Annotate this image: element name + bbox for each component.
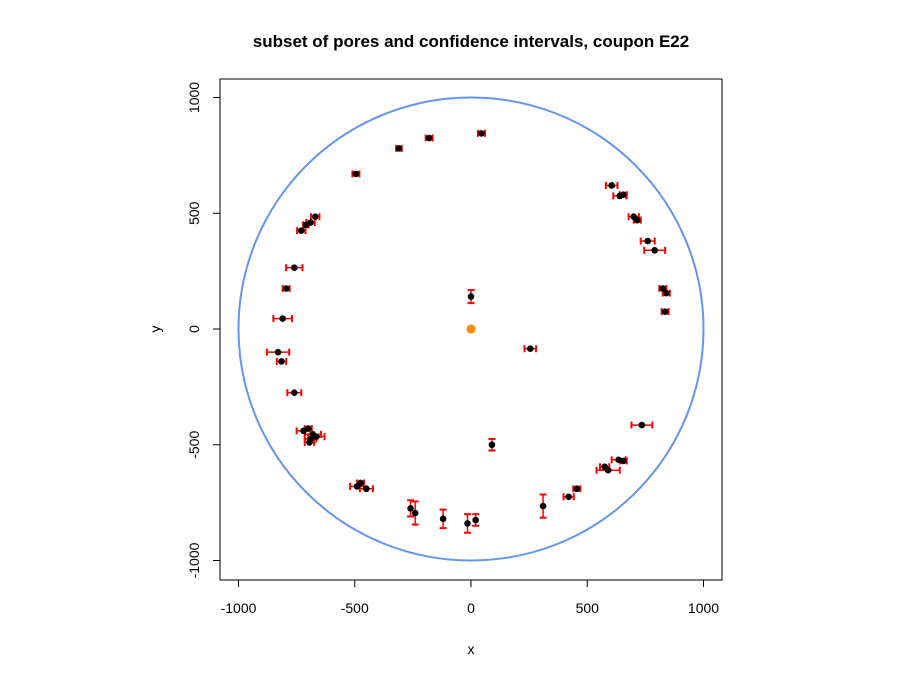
data-point — [472, 516, 479, 524]
data-point — [352, 170, 360, 178]
x-tick-label: -500 — [341, 600, 369, 616]
data-point — [357, 479, 364, 487]
data-point — [282, 285, 290, 292]
data-point — [644, 237, 651, 245]
data-point — [663, 289, 670, 297]
data-point — [604, 466, 612, 474]
data-point — [638, 421, 646, 429]
x-tick-label: 0 — [467, 600, 475, 616]
data-point — [478, 130, 485, 137]
x-tick-label: 1000 — [688, 600, 719, 616]
data-point — [467, 293, 475, 300]
data-point — [311, 213, 319, 221]
data-point — [439, 515, 447, 523]
data-point — [619, 457, 627, 465]
data-point — [278, 358, 285, 365]
data-point — [539, 502, 547, 510]
data-point — [411, 509, 419, 517]
axes: -1000 -500 0 500 1000 -1000 -500 0 500 1000 — [186, 82, 719, 616]
data-point — [291, 389, 298, 396]
data-point — [363, 485, 370, 493]
data-point — [464, 520, 471, 527]
data-point — [291, 264, 298, 271]
data-point — [633, 216, 641, 224]
data-marks — [237, 96, 705, 562]
data-point — [274, 348, 282, 356]
boundary-circle — [237, 96, 705, 562]
chart-title: subset of pores and confidence intervals… — [253, 32, 689, 51]
data-point — [488, 441, 496, 449]
y-tick-label: 0 — [186, 325, 202, 333]
data-point — [407, 505, 414, 512]
data-point — [425, 134, 433, 142]
x-tick-label: 500 — [576, 600, 600, 616]
data-point — [395, 145, 403, 152]
x-axis-label: x — [468, 641, 475, 657]
x-tick-label: -1000 — [221, 600, 257, 616]
center-point — [466, 324, 476, 334]
y-axis-label: y — [147, 326, 163, 333]
data-point — [297, 227, 305, 234]
y-tick-label: -500 — [186, 431, 202, 459]
data-point — [526, 345, 534, 352]
y-tick-label: 500 — [186, 201, 202, 225]
data-point — [313, 433, 320, 440]
data-point — [661, 308, 669, 315]
data-point — [279, 315, 286, 322]
data-point — [304, 425, 312, 432]
data-point — [651, 246, 658, 254]
y-tick-label: 1000 — [186, 82, 202, 113]
data-point — [608, 182, 615, 189]
data-point — [619, 191, 627, 199]
data-point — [565, 493, 572, 501]
data-point — [302, 221, 310, 229]
y-tick-label: -1000 — [186, 542, 202, 578]
data-point — [659, 285, 667, 292]
data-point — [306, 439, 313, 446]
data-point — [573, 485, 581, 493]
